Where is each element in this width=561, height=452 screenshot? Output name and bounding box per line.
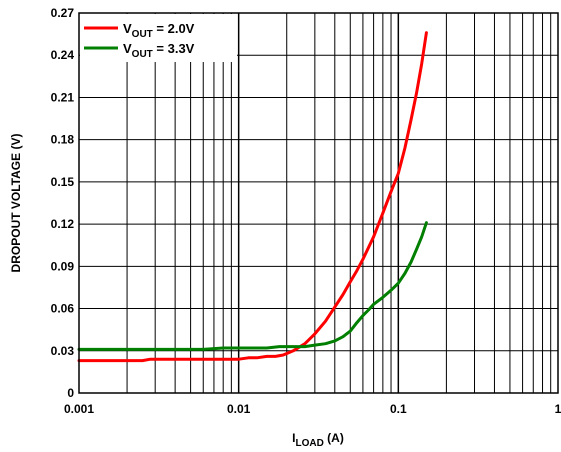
y-tick-label: 0.09	[51, 259, 75, 273]
y-tick-label: 0.27	[51, 6, 75, 20]
y-axis-title: DROPOUT VOLTAGE (V)	[9, 134, 23, 273]
x-tick-label: 0.1	[390, 402, 407, 416]
x-axis-title: ILOAD (A)	[292, 431, 344, 449]
y-tick-label: 0.18	[51, 133, 75, 147]
series	[77, 31, 428, 363]
y-tick-label: 0.12	[51, 217, 75, 231]
x-tick-label: 0.01	[227, 402, 251, 416]
grid	[79, 13, 558, 393]
legend-label: VOUT = 2.0V	[123, 21, 195, 40]
series-line-1	[77, 31, 428, 363]
plot-frame	[78, 12, 559, 394]
x-tick-label: 1	[555, 402, 561, 416]
legend-label: VOUT = 3.3V	[123, 41, 195, 60]
series-line-2	[77, 221, 428, 351]
y-tick-label: 0	[67, 386, 74, 400]
y-tick-label: 0.06	[51, 302, 75, 316]
tick-labels: 0 0.03 0.06 0.09 0.12 0.15 0.18 0.21 0.24 0.27 0.0…	[51, 6, 561, 416]
y-tick-label: 0.03	[51, 344, 75, 358]
x-tick-label: 0.001	[64, 402, 94, 416]
legend-box	[80, 14, 237, 62]
y-tick-label: 0.21	[51, 90, 75, 104]
y-tick-label: 0.15	[51, 175, 75, 189]
y-tick-label: 0.24	[51, 48, 75, 62]
